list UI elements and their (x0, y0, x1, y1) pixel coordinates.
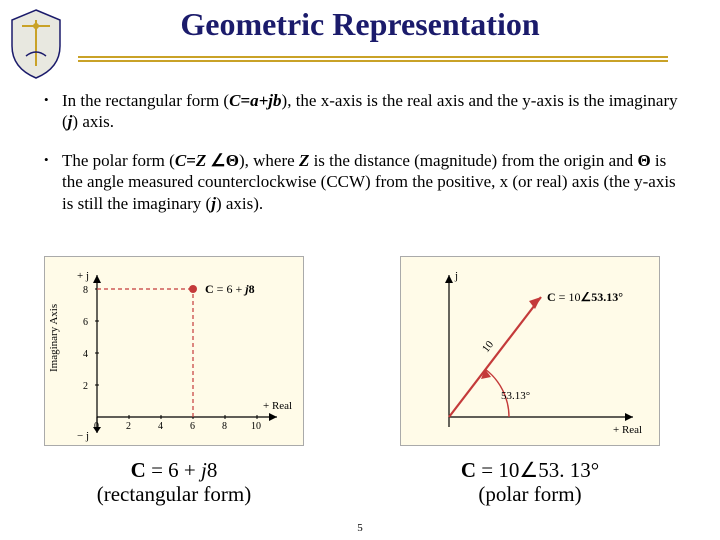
svg-text:4: 4 (83, 349, 88, 360)
svg-text:2: 2 (126, 421, 131, 432)
figure-polar: j + Real 10 53.13° C = 10∠53.13° (400, 256, 660, 446)
svg-text:4: 4 (158, 421, 163, 432)
bullet-2: • The polar form (C=Z ∠Θ), where Z is th… (62, 150, 682, 214)
plus-j-label: + j (77, 270, 89, 282)
x-axis-label: + Real (263, 400, 292, 412)
magnitude-label: 10 (480, 338, 497, 354)
svg-text:8: 8 (83, 285, 88, 296)
cap-left-C: C (131, 458, 146, 482)
svg-text:10: 10 (251, 421, 261, 432)
svg-text:6: 6 (83, 317, 88, 328)
b2-form: C=Z (175, 151, 206, 170)
bullet-marker-icon: • (44, 152, 49, 168)
figure-polar-svg: j + Real 10 53.13° C = 10∠53.13° (401, 257, 661, 447)
minus-j-label: − j (77, 430, 89, 442)
b2-theta2: Θ (637, 151, 650, 170)
b1-text-pre: In the rectangular form ( (62, 91, 229, 110)
page-title: Geometric Representation (0, 6, 720, 43)
b1-form: C=a+jb (229, 91, 281, 110)
cap-left-mid: = 6 + (146, 458, 201, 482)
b2-pre: The polar form ( (62, 151, 175, 170)
svg-text:C = 10∠53.13°: C = 10∠53.13° (547, 290, 623, 304)
cap-right-l2: (polar form) (478, 482, 581, 506)
cap-left-l2: (rectangular form) (97, 482, 252, 506)
cap-right-mid: = 10∠53. 13° (476, 458, 599, 482)
x-axis-label: + Real (613, 424, 642, 436)
b2-z: Z (299, 151, 309, 170)
b2-post: ) axis). (216, 194, 263, 213)
angle-label: 53.13° (501, 390, 530, 402)
page-number: 5 (0, 522, 720, 534)
j-axis-label: j (454, 270, 458, 282)
b2-anglesym: ∠ (211, 151, 226, 170)
bullet-marker-icon: • (44, 92, 49, 108)
svg-text:C = 6 + j8: C = 6 + j8 (205, 282, 255, 296)
b2-mid1: ), where (239, 151, 299, 170)
svg-text:8: 8 (222, 421, 227, 432)
svg-text:2: 2 (83, 381, 88, 392)
b2-theta: Θ (226, 151, 239, 170)
slide: Geometric Representation • In the rectan… (0, 0, 720, 540)
figure-rectangular-svg: Imaginary Axis 0 2 4 6 8 10 2 4 6 8 (45, 257, 305, 447)
svg-text:0: 0 (94, 421, 99, 432)
y-axis-label: Imaginary Axis (48, 304, 60, 372)
caption-polar: C = 10∠53. 13° (polar form) (400, 458, 660, 506)
caption-rectangular: C = 6 + j8 (rectangular form) (44, 458, 304, 506)
bullet-1: • In the rectangular form (C=a+jb), the … (62, 90, 682, 133)
b2-mid2: is the distance (magnitude) from the ori… (309, 151, 637, 170)
cap-left-post: 8 (207, 458, 218, 482)
svg-text:6: 6 (190, 421, 195, 432)
b1-text-post2: ) axis. (72, 112, 114, 131)
figure-rectangular: Imaginary Axis 0 2 4 6 8 10 2 4 6 8 (44, 256, 304, 446)
cap-right-C: C (461, 458, 476, 482)
title-underline (78, 56, 668, 62)
